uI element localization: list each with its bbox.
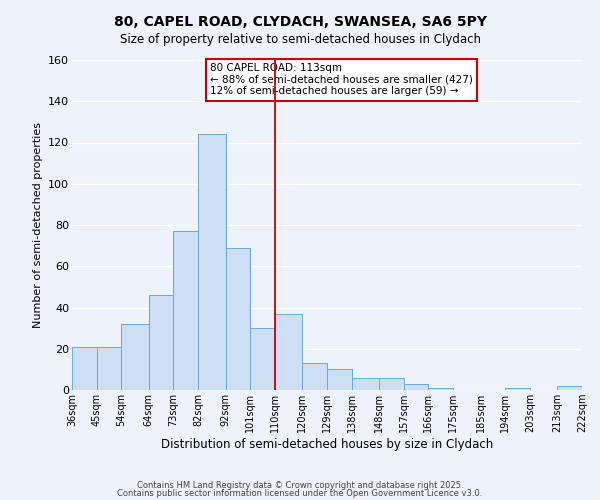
Bar — [97, 346, 121, 390]
Bar — [428, 388, 453, 390]
Bar — [121, 324, 149, 390]
Bar — [72, 346, 97, 390]
Bar — [352, 378, 379, 390]
Bar — [250, 328, 275, 390]
X-axis label: Distribution of semi-detached houses by size in Clydach: Distribution of semi-detached houses by … — [161, 438, 493, 451]
Bar — [198, 134, 226, 390]
Text: Size of property relative to semi-detached houses in Clydach: Size of property relative to semi-detach… — [119, 32, 481, 46]
Bar — [173, 231, 198, 390]
Bar — [505, 388, 530, 390]
Bar — [226, 248, 250, 390]
Text: 80 CAPEL ROAD: 113sqm
← 88% of semi-detached houses are smaller (427)
12% of sem: 80 CAPEL ROAD: 113sqm ← 88% of semi-deta… — [210, 64, 473, 96]
Bar — [149, 295, 173, 390]
Text: 80, CAPEL ROAD, CLYDACH, SWANSEA, SA6 5PY: 80, CAPEL ROAD, CLYDACH, SWANSEA, SA6 5P… — [113, 15, 487, 29]
Bar — [275, 314, 302, 390]
Bar — [557, 386, 582, 390]
Y-axis label: Number of semi-detached properties: Number of semi-detached properties — [32, 122, 43, 328]
Text: Contains public sector information licensed under the Open Government Licence v3: Contains public sector information licen… — [118, 489, 482, 498]
Bar — [302, 363, 327, 390]
Bar — [327, 370, 352, 390]
Bar — [404, 384, 428, 390]
Text: Contains HM Land Registry data © Crown copyright and database right 2025.: Contains HM Land Registry data © Crown c… — [137, 480, 463, 490]
Bar — [379, 378, 404, 390]
